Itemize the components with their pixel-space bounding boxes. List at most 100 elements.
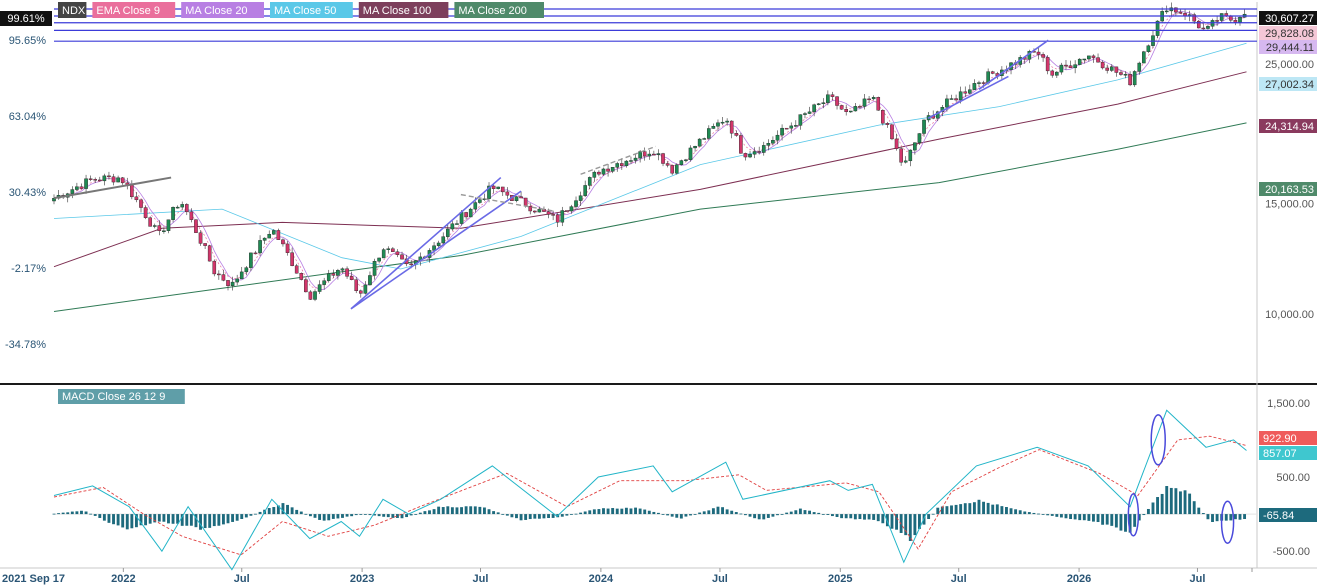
- candle: [1238, 17, 1242, 23]
- legend[interactable]: NDX EMA Close 9 MA Close 20 MA Close 50 MA C…: [58, 2, 544, 404]
- candle: [1201, 27, 1206, 30]
- candle: [1215, 20, 1219, 22]
- macd-histogram-bar: [931, 513, 935, 515]
- candle: [761, 145, 766, 153]
- candle: [299, 273, 304, 280]
- x-axis-label: 2025: [828, 573, 852, 585]
- legend-chip[interactable]: [358, 2, 449, 18]
- candle: [336, 270, 340, 276]
- macd-histogram-bar: [684, 514, 688, 517]
- macd-histogram-bar: [638, 508, 642, 515]
- candle: [281, 239, 285, 245]
- horizontal-levels[interactable]: [54, 8, 1257, 42]
- candle: [1091, 55, 1096, 58]
- candle: [688, 147, 693, 160]
- macd-annotation-ellipse[interactable]: [1150, 414, 1166, 466]
- legend-chip[interactable]: [270, 2, 353, 18]
- candle: [207, 245, 212, 262]
- legend-chip[interactable]: [92, 2, 176, 18]
- candle: [331, 273, 336, 276]
- candle: [487, 185, 491, 199]
- macd-histogram-bar: [212, 514, 216, 527]
- macd-legend-chip[interactable]: [58, 389, 185, 404]
- channel-2023-upper[interactable]: [350, 176, 502, 310]
- candle: [262, 237, 267, 241]
- channel-2023-lower[interactable]: [350, 190, 522, 310]
- macd-histogram-bar: [1096, 514, 1100, 523]
- macd-annotation-ellipse[interactable]: [1127, 493, 1140, 537]
- channel-2025-b[interactable]: [978, 39, 1049, 90]
- candle: [130, 185, 134, 198]
- candle: [294, 265, 299, 274]
- macd-histogram-bar: [547, 514, 550, 519]
- ma50-line: [53, 42, 1247, 270]
- legend-chip[interactable]: [181, 2, 264, 18]
- candle: [1073, 64, 1077, 69]
- candle: [848, 110, 853, 113]
- candle: [885, 123, 890, 125]
- macd-histogram-bar: [254, 513, 257, 515]
- macd-histogram-bar: [240, 514, 244, 519]
- candle: [258, 240, 262, 254]
- candle: [116, 177, 120, 183]
- candle: [1196, 20, 1201, 29]
- macd-histogram-bar: [647, 510, 651, 515]
- macd-histogram-bar: [908, 514, 912, 542]
- macd-histogram-bar: [235, 514, 239, 521]
- candle: [981, 82, 986, 84]
- candle: [725, 120, 729, 123]
- macd-histogram-bar: [789, 511, 793, 515]
- macd-histogram-bar: [290, 507, 294, 515]
- candle: [79, 186, 84, 189]
- candle: [757, 151, 761, 153]
- macd-histogram-bar: [831, 514, 834, 517]
- macd-histogram-bar: [670, 514, 674, 517]
- trendline-dashed-2024[interactable]: [580, 145, 657, 175]
- candle: [922, 119, 926, 134]
- candle: [1100, 61, 1105, 69]
- macd-histogram-bar: [386, 514, 390, 518]
- macd-histogram-bar: [350, 514, 354, 517]
- candle: [574, 200, 578, 207]
- candle: [743, 153, 748, 158]
- macd-histogram-bar: [904, 514, 908, 536]
- macd-histogram-bar: [1110, 514, 1114, 526]
- legend-chip[interactable]: [454, 2, 544, 18]
- macd-histogram-bar: [844, 514, 848, 519]
- macd-histogram-bar: [112, 514, 115, 525]
- macd-histogram-bar: [528, 514, 532, 520]
- macd-histogram-bar: [863, 514, 866, 520]
- candle: [963, 91, 968, 94]
- macd-histogram-bar: [61, 512, 65, 515]
- trendline-2022[interactable]: [53, 176, 172, 200]
- macd-annotation-ellipse[interactable]: [1220, 500, 1235, 544]
- macd-histogram-bar: [606, 508, 610, 515]
- candle: [162, 230, 166, 232]
- macd-histogram-bar: [977, 499, 981, 515]
- macd-histogram-bar: [744, 514, 747, 516]
- legend-chip[interactable]: [58, 2, 87, 18]
- candle: [354, 279, 359, 292]
- candle: [537, 208, 542, 213]
- macd-histogram-bar: [936, 507, 940, 515]
- macd-histogram-bar: [423, 511, 427, 515]
- macd-histogram-bar: [1101, 514, 1105, 525]
- macd-histogram-bar: [583, 511, 587, 515]
- macd-histogram-bar: [1105, 514, 1109, 525]
- macd-histogram-bar: [217, 514, 221, 526]
- macd-histogram-bar: [1174, 488, 1178, 515]
- trend-channels[interactable]: [53, 39, 1049, 310]
- candle: [1164, 10, 1169, 13]
- macd-histogram-bar: [533, 514, 537, 519]
- macd-histogram-bar: [1055, 514, 1059, 517]
- macd-histogram-bar: [1146, 508, 1150, 515]
- channel-2025-a[interactable]: [927, 75, 1009, 120]
- macd-histogram-bar: [679, 514, 683, 519]
- macd-histogram-bar: [107, 514, 111, 523]
- candle: [368, 275, 372, 286]
- macd-histogram-bar: [945, 506, 949, 515]
- macd-histogram-bar: [194, 514, 198, 528]
- candle: [317, 284, 322, 292]
- candle: [478, 199, 482, 203]
